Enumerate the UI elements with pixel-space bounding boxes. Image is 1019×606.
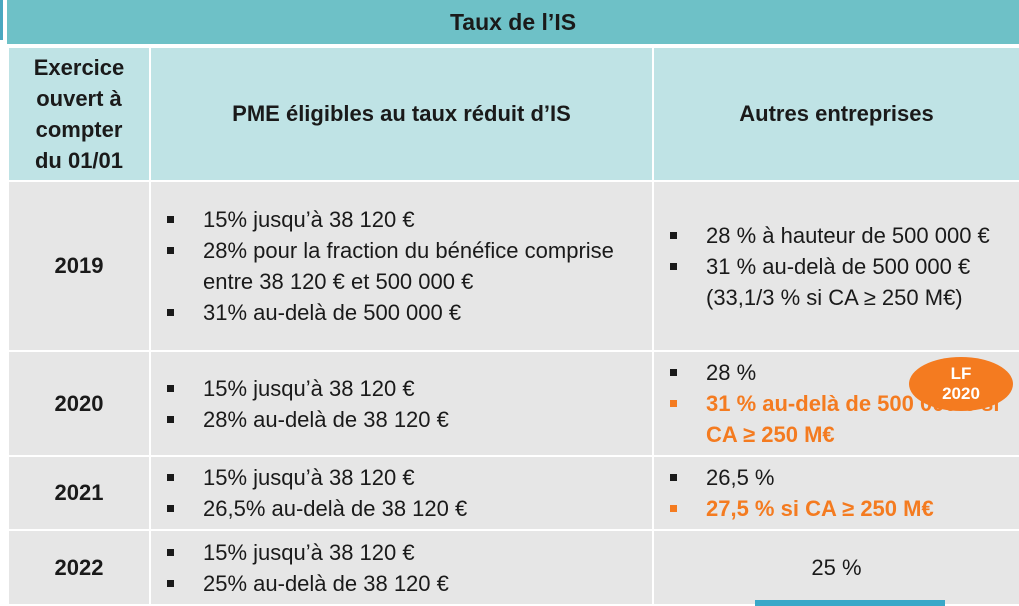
badge-line: 2020 <box>942 384 980 403</box>
left-accent-bar <box>0 0 3 40</box>
year-cell: 2021 <box>7 455 151 531</box>
list-item: 31% au-delà de 500 000 € <box>165 297 652 328</box>
list-item: 15% jusqu’à 38 120 € <box>165 462 652 493</box>
list-item: 31 % au-delà de 500 000 € (33,1/3 % si C… <box>668 251 1019 313</box>
pme-cell: 15% jusqu’à 38 120 € 25% au-delà de 38 1… <box>149 529 654 606</box>
header-row: Exercice ouvert à compter du 01/01 PME é… <box>7 46 1019 182</box>
header-autres: Autres entreprises <box>652 46 1019 182</box>
table-row: 2022 15% jusqu’à 38 120 € 25% au-delà de… <box>7 529 1019 606</box>
header-year: Exercice ouvert à compter du 01/01 <box>7 46 151 182</box>
year-cell: 2019 <box>7 180 151 352</box>
pme-cell: 15% jusqu’à 38 120 € 28% au-delà de 38 1… <box>149 350 654 457</box>
list-item: 15% jusqu’à 38 120 € <box>165 373 652 404</box>
list-item: 26,5% au-delà de 38 120 € <box>165 493 652 524</box>
header-year-line: compter <box>35 117 123 142</box>
autres-cell: 28 % 31 % au-delà de 500 000 € si CA ≥ 2… <box>652 350 1019 457</box>
list-item-highlight: 27,5 % si CA ≥ 250 M€ <box>668 493 1019 524</box>
list-item: 15% jusqu’à 38 120 € <box>165 537 652 568</box>
autres-cell: 26,5 % 27,5 % si CA ≥ 250 M€ <box>652 455 1019 531</box>
pme-cell: 15% jusqu’à 38 120 € 28% pour la fractio… <box>149 180 654 352</box>
list-item: 26,5 % <box>668 462 1019 493</box>
list-item: 28 % à hauteur de 500 000 € <box>668 220 1019 251</box>
header-pme: PME éligibles au taux réduit d’IS <box>149 46 654 182</box>
pme-cell: 15% jusqu’à 38 120 € 26,5% au-delà de 38… <box>149 455 654 531</box>
list-item: 25% au-delà de 38 120 € <box>165 568 652 599</box>
list-item: 28% pour la fraction du bénéfice compris… <box>165 235 652 297</box>
autres-cell: 28 % à hauteur de 500 000 € 31 % au-delà… <box>652 180 1019 352</box>
header-year-line: du 01/01 <box>34 148 124 173</box>
year-cell: 2020 <box>7 350 151 457</box>
lf-2020-badge: LF 2020 <box>909 357 1013 411</box>
year-cell: 2022 <box>7 529 151 606</box>
table-row: 2021 15% jusqu’à 38 120 € 26,5% au-delà … <box>7 455 1019 531</box>
footer-decoration <box>755 600 945 606</box>
table-row: 2019 15% jusqu’à 38 120 € 28% pour la fr… <box>7 180 1019 352</box>
list-item: 15% jusqu’à 38 120 € <box>165 204 652 235</box>
list-item: 28 % <box>668 357 1019 388</box>
table-title: Taux de l’IS <box>7 0 1019 46</box>
autres-cell: 25 % <box>652 529 1019 606</box>
table-row: 2020 15% jusqu’à 38 120 € 28% au-delà de… <box>7 350 1019 457</box>
header-year-line: ouvert à <box>36 86 122 111</box>
badge-line: LF <box>950 364 972 383</box>
list-item: 28% au-delà de 38 120 € <box>165 404 652 435</box>
header-year-line: Exercice <box>33 55 125 80</box>
tax-rate-table: Exercice ouvert à compter du 01/01 PME é… <box>7 46 1019 606</box>
